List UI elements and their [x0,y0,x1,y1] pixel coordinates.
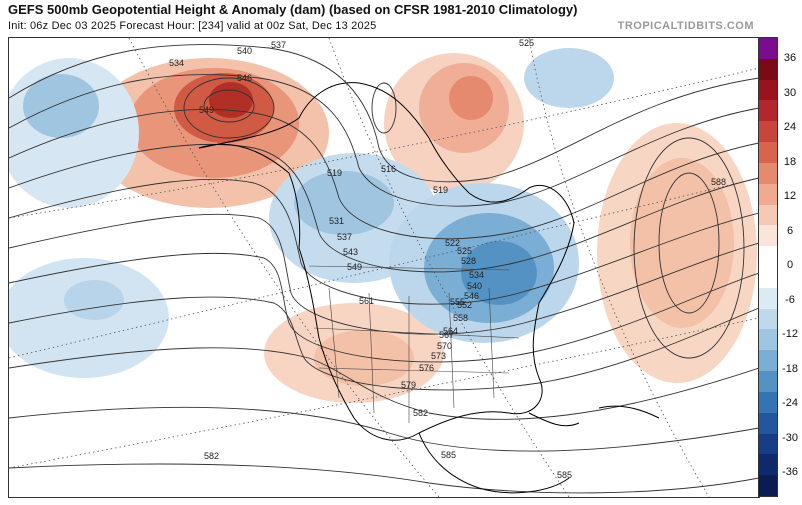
contour-label: 540 [467,281,482,291]
contour-label: 558 [453,313,468,323]
contour-label: 519 [433,185,448,195]
colorbar-segment [759,246,777,267]
contour-label: 546 [237,73,252,83]
colorbar-segment [759,392,777,413]
contour-label: 582 [204,451,219,461]
colorbar-tick-label: -18 [780,363,800,375]
contour-label: 519 [327,168,342,178]
colorbar-tick-label: -6 [780,294,800,306]
map-panel: 537 534 540 546 549 525 519 516 519 522 … [8,37,760,498]
colorbar-segment [759,100,777,121]
chart-title: GEFS 500mb Geopotential Height & Anomaly… [8,2,577,17]
colorbar-segment [759,80,777,101]
colorbar-segment [759,121,777,142]
colorbar-segment [759,371,777,392]
contour-label: 555 [450,297,465,307]
contour-label: 585 [441,450,456,460]
contour-label: 549 [347,262,362,272]
contour-label: 567 [439,330,454,340]
colorbar-tick-label: 6 [780,225,800,237]
contour-label: 549 [199,105,214,115]
contour-label: 531 [329,216,344,226]
contour-label: 516 [381,164,396,174]
colorbar-segment [759,225,777,246]
colorbar-segment [759,142,777,163]
colorbar-segment [759,184,777,205]
colorbar-segment [759,350,777,371]
forecast-map: 537 534 540 546 549 525 519 516 519 522 … [9,38,759,497]
colorbar-segment [759,59,777,80]
colorbar-segment [759,413,777,434]
contour-label: 534 [169,58,184,68]
contour-label: 543 [343,247,358,257]
contour-label: 537 [271,40,286,50]
colorbar-tick-label: 24 [780,121,800,133]
colorbar-segment [759,38,777,59]
contour-label: 573 [431,351,446,361]
contour-label: 525 [457,246,472,256]
contour-label: 528 [461,256,476,266]
contour-label: 585 [557,470,572,480]
colorbar [758,37,778,497]
contour-label: 570 [437,341,452,351]
colorbar-tick-label: 36 [780,52,800,64]
contour-label: 561 [359,296,374,306]
colorbar-tick-label: -12 [780,328,800,340]
colorbar-tick-label: 18 [780,156,800,168]
contour-label: 576 [419,363,434,373]
contour-label: 534 [469,270,484,280]
contour-label: 588 [711,177,726,187]
colorbar-segment [759,329,777,350]
colorbar-segment [759,434,777,455]
contour-label: 582 [413,408,428,418]
colorbar-tick-label: 0 [780,259,800,271]
colorbar-tick-label: -24 [780,397,800,409]
contour-label: 525 [519,38,534,48]
contour-label: 540 [237,46,252,56]
contour-label: 579 [401,380,416,390]
colorbar-tick-label: -30 [780,432,800,444]
colorbar-tick-label: 12 [780,190,800,202]
colorbar-segment [759,267,777,288]
brand-watermark: TROPICALTIDBITS.COM [618,20,754,32]
colorbar-segment [759,475,777,496]
colorbar-segment [759,205,777,226]
chart-subtitle: Init: 06z Dec 03 2025 Forecast Hour: [23… [8,20,376,32]
colorbar-tick-label: 30 [780,87,800,99]
colorbar-segment [759,309,777,330]
colorbar-segment [759,454,777,475]
colorbar-tick-label: -36 [780,466,800,478]
colorbar-segment [759,163,777,184]
contour-label: 537 [337,232,352,242]
colorbar-segment [759,288,777,309]
